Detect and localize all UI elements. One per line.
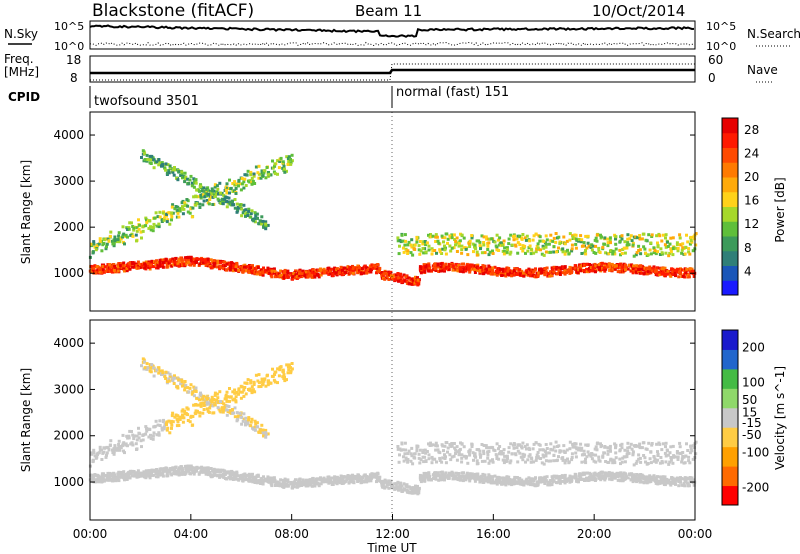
velocity-colorbar-swatch xyxy=(722,466,738,487)
velocity-colorbar-tick: 15 xyxy=(742,405,757,419)
cpid-mode-1: twofsound 3501 xyxy=(94,94,199,109)
velocity-colorbar-tick: -200 xyxy=(742,481,769,495)
power-colorbar-tick: 8 xyxy=(744,241,752,255)
power-colorbar-tick: 28 xyxy=(744,123,759,137)
x-tick-label: 20:00 xyxy=(577,527,612,541)
power-colorbar-tick: 24 xyxy=(744,146,759,160)
power-colorbar-swatch xyxy=(722,118,738,134)
velocity-colorbar-swatch xyxy=(722,427,738,448)
velocity-colorbar-swatch xyxy=(722,446,738,467)
power-colorbar-swatch xyxy=(722,162,738,178)
nsearch-line xyxy=(89,41,695,47)
power-colorbar: 4 8 12 16 20 24 28 xyxy=(721,117,759,296)
power-colorbar-swatch xyxy=(722,191,738,207)
power-colorbar-swatch xyxy=(722,280,738,296)
power-y-axis: 1000 2000 3000 4000 xyxy=(53,128,695,280)
nave-line xyxy=(90,63,695,81)
nave-tick-top: 60 xyxy=(708,53,723,67)
power-colorbar-tick: 20 xyxy=(744,170,759,184)
power-colorbar-label: Power [dB] xyxy=(773,177,787,242)
velocity-colorbar-tick: 100 xyxy=(742,376,765,390)
velocity-y-axis: 1000 2000 3000 4000 xyxy=(53,336,695,489)
x-tick-label: 16:00 xyxy=(476,527,511,541)
y-tick-label: 1000 xyxy=(53,266,84,280)
velocity-colorbar-swatch xyxy=(722,388,738,409)
velocity-colorbar-tick: -100 xyxy=(742,446,769,460)
freq-line xyxy=(90,68,695,75)
power-ylabel: Slant Range [km] xyxy=(19,160,33,264)
velocity-colorbar-swatch xyxy=(722,485,738,506)
date-label: 10/Oct/2014 xyxy=(592,2,685,20)
radar-title: Blackstone (fitACF) xyxy=(92,1,254,21)
power-colorbar-tick: 16 xyxy=(744,194,759,208)
nsearch-label: N.Search xyxy=(747,27,800,41)
x-tick-label: 12:00 xyxy=(375,527,410,541)
freq-label: Freq. xyxy=(4,52,34,66)
velocity-colorbar-label: Velocity [m s^-1] xyxy=(773,366,787,470)
y-tick-label: 2000 xyxy=(53,220,84,234)
nsky-panel xyxy=(89,20,696,50)
nsky-tick-bottom: 10^0 xyxy=(54,40,84,53)
y-tick-label: 3000 xyxy=(53,382,84,396)
velocity-colorbar-tick: -15 xyxy=(742,416,762,430)
nsky-tick-top: 10^5 xyxy=(54,20,84,33)
nave-tick-bottom: 0 xyxy=(708,71,716,85)
freq-tick-top: 18 xyxy=(66,53,81,67)
power-colorbar-swatch xyxy=(722,206,738,222)
nsky-label: N.Sky xyxy=(4,27,38,41)
velocity-colorbar-tick: 200 xyxy=(742,341,765,355)
velocity-colorbar-tick: -50 xyxy=(742,428,762,442)
power-colorbar-swatch xyxy=(722,265,738,281)
y-tick-label: 4000 xyxy=(53,128,84,142)
velocity-colorbar-swatch xyxy=(722,349,738,370)
freq-tick-bottom: 8 xyxy=(70,71,78,85)
beam-label: Beam 11 xyxy=(355,2,422,20)
power-colorbar-swatch xyxy=(722,250,738,266)
x-tick-label: 00:00 xyxy=(678,527,713,541)
nsearch-tick-top: 10^5 xyxy=(706,20,736,33)
time-x-axis: 00:00 04:00 08:00 12:00 16:00 20:00 00:00 xyxy=(73,514,713,541)
velocity-colorbar-swatch xyxy=(722,407,738,428)
power-colorbar-swatch xyxy=(722,147,738,163)
y-tick-label: 3000 xyxy=(53,174,84,188)
x-tick-label: 04:00 xyxy=(174,527,209,541)
power-colorbar-tick: 4 xyxy=(744,264,752,278)
cpid-label: CPID xyxy=(8,90,40,104)
velocity-colorbar-swatch xyxy=(722,330,738,350)
y-tick-label: 4000 xyxy=(53,336,84,350)
freq-unit-label: [MHz] xyxy=(4,65,39,79)
nave-label: Nave xyxy=(747,63,778,77)
y-tick-label: 1000 xyxy=(53,475,84,489)
power-panel-frame xyxy=(89,111,696,312)
cpid-mode-2: normal (fast) 151 xyxy=(396,85,509,100)
time-xlabel: Time UT xyxy=(366,541,417,554)
nsky-line xyxy=(89,24,695,38)
velocity-data-layer xyxy=(88,357,698,496)
power-colorbar-tick: 12 xyxy=(744,217,759,231)
velocity-colorbar-tick: 50 xyxy=(742,393,757,407)
power-colorbar-swatch xyxy=(722,236,738,252)
x-tick-label: 08:00 xyxy=(274,527,309,541)
velocity-ylabel: Slant Range [km] xyxy=(19,368,33,472)
power-colorbar-swatch xyxy=(722,221,738,237)
power-data-layer xyxy=(88,149,698,287)
nsearch-tick-bottom: 10^0 xyxy=(706,40,736,53)
power-colorbar-swatch xyxy=(722,132,738,148)
x-tick-label: 00:00 xyxy=(73,527,108,541)
power-colorbar-swatch xyxy=(722,177,738,193)
velocity-colorbar-swatch xyxy=(722,368,738,389)
y-tick-label: 2000 xyxy=(53,429,84,443)
